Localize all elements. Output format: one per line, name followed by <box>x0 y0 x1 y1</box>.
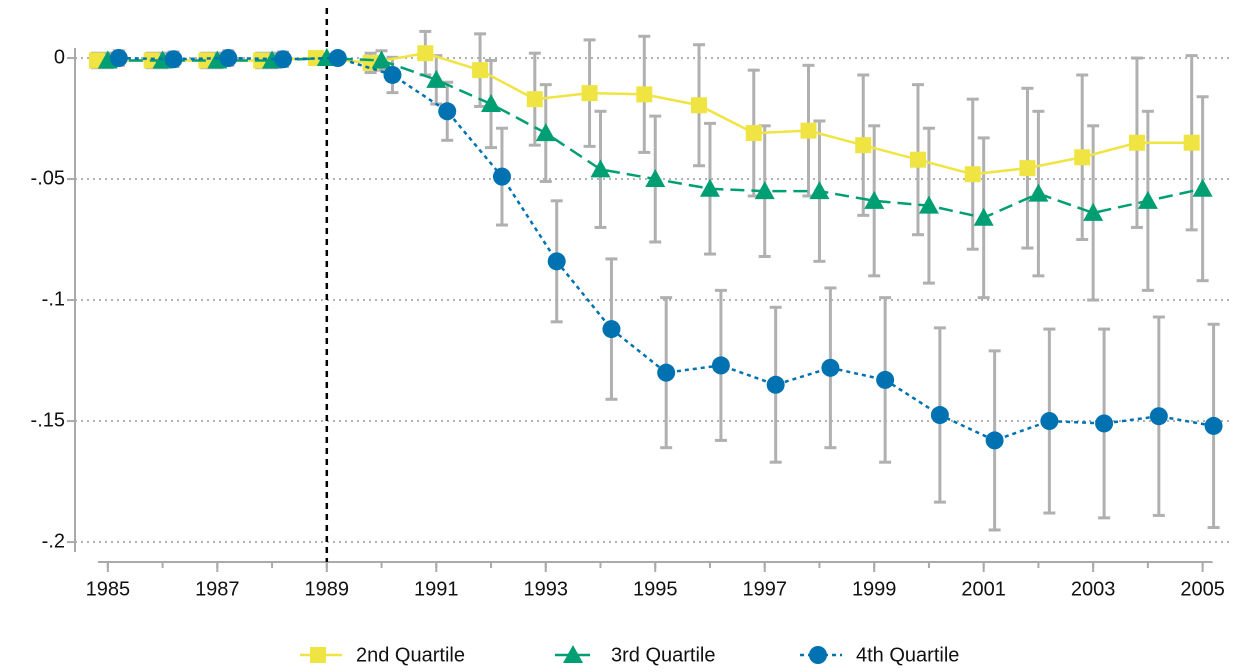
legend-label: 3rd Quartile <box>611 644 716 666</box>
marker <box>754 181 775 200</box>
x-tick-label: 1993 <box>524 578 569 600</box>
marker <box>328 49 347 68</box>
marker <box>973 207 994 226</box>
y-tick-label: -.05 <box>31 167 65 189</box>
marker <box>426 69 447 88</box>
marker <box>274 50 293 69</box>
x-tick-label: 1999 <box>852 578 897 600</box>
marker <box>481 94 502 113</box>
marker <box>1083 202 1104 221</box>
legend-label: 2nd Quartile <box>356 644 465 666</box>
x-tick-label: 1985 <box>86 578 131 600</box>
marker <box>918 195 939 214</box>
y-tick-label: -.1 <box>42 288 65 310</box>
marker <box>1137 190 1158 209</box>
marker <box>1074 149 1091 166</box>
marker <box>876 370 895 389</box>
marker <box>809 181 830 200</box>
marker <box>164 50 183 69</box>
marker <box>563 645 583 663</box>
marker <box>526 91 543 108</box>
marker <box>602 320 621 339</box>
marker <box>1095 414 1114 433</box>
marker <box>985 431 1004 450</box>
y-tick-label: 0 <box>54 46 65 68</box>
marker <box>590 159 611 178</box>
marker <box>492 167 511 186</box>
x-tick-label: 2001 <box>961 578 1006 600</box>
marker <box>371 50 392 69</box>
marker <box>1204 416 1223 435</box>
marker <box>219 49 238 68</box>
marker <box>636 86 653 103</box>
marker <box>864 190 885 209</box>
marker <box>964 166 981 183</box>
x-tick-label: 1995 <box>633 578 678 600</box>
marker <box>909 151 926 168</box>
marker <box>657 363 676 382</box>
marker <box>1040 412 1059 431</box>
marker <box>535 123 556 142</box>
x-tick-label: 1989 <box>305 578 350 600</box>
marker <box>1028 183 1049 202</box>
legend-label: 4th Quartile <box>856 644 959 666</box>
marker <box>1149 407 1168 426</box>
marker <box>800 122 817 139</box>
marker <box>383 65 402 84</box>
marker <box>711 356 730 375</box>
marker <box>581 85 598 102</box>
marker <box>930 406 949 425</box>
x-tick-label: 1987 <box>195 578 240 600</box>
marker <box>438 102 457 121</box>
series-line <box>118 56 1214 442</box>
marker <box>547 252 566 271</box>
marker <box>691 97 708 114</box>
marker <box>809 646 827 664</box>
marker <box>417 45 434 62</box>
marker <box>821 358 840 377</box>
marker <box>855 137 872 154</box>
x-tick-label: 2003 <box>1071 578 1116 600</box>
marker <box>310 647 326 663</box>
marker <box>1128 134 1145 151</box>
marker <box>645 169 666 188</box>
marker <box>745 125 762 142</box>
marker <box>109 49 128 68</box>
x-tick-label: 1991 <box>414 578 459 600</box>
marker <box>766 375 785 394</box>
y-tick-label: -.2 <box>42 530 65 552</box>
x-tick-label: 1997 <box>742 578 787 600</box>
marker <box>472 62 489 79</box>
marker <box>1183 134 1200 151</box>
marker <box>699 178 720 197</box>
marker <box>1192 178 1213 197</box>
y-tick-label: -.15 <box>31 409 65 431</box>
marker <box>1019 160 1036 177</box>
x-tick-label: 2005 <box>1180 578 1225 600</box>
